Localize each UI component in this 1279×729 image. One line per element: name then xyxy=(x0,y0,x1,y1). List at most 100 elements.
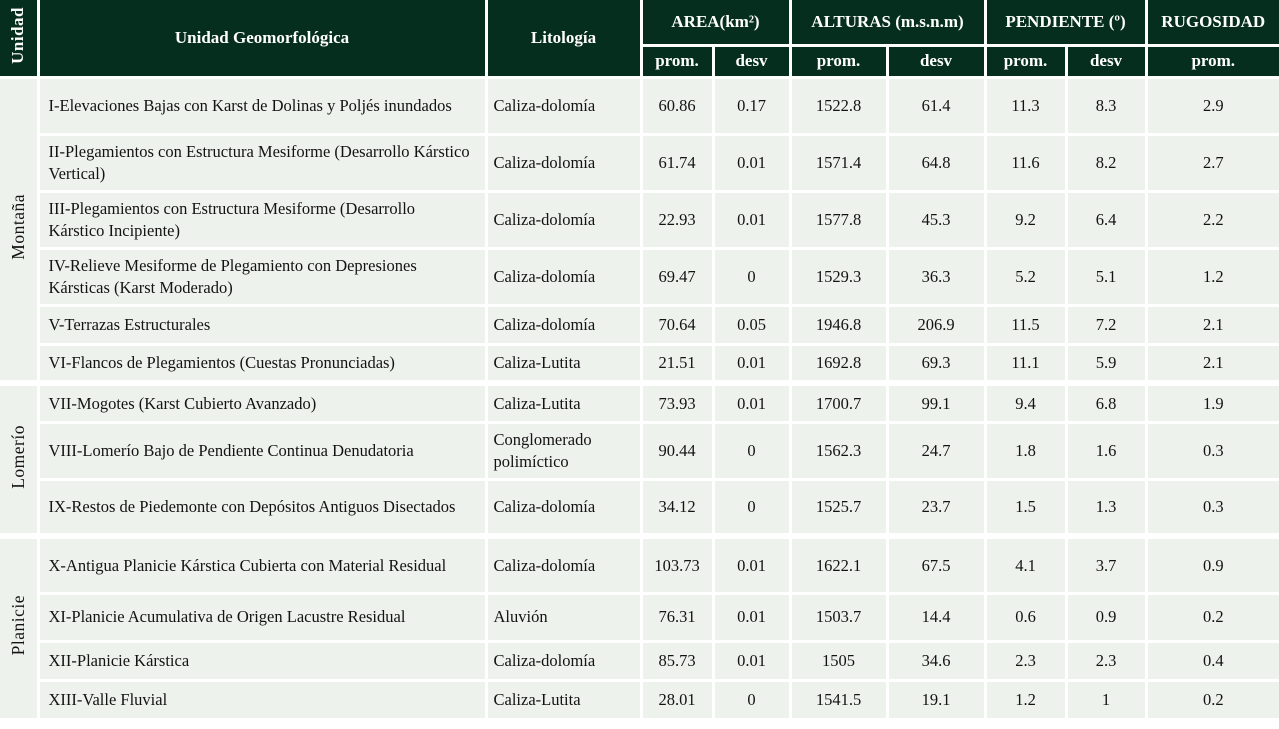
cell-pendiente-prom: 2.3 xyxy=(983,639,1068,682)
cell-area-prom: 70.64 xyxy=(639,303,715,346)
group-label-lomerio-text: Lomerío xyxy=(7,424,28,489)
cell-pendiente-prom: 9.4 xyxy=(983,380,1068,424)
cell-unidad: X-Antigua Planicie Kárstica Cubierta con… xyxy=(36,533,488,595)
cell-area-desv: 0 xyxy=(711,678,792,721)
column-header-unidad-geomorfologica: Unidad Geomorfológica xyxy=(36,0,488,79)
cell-pendiente-desv: 3.7 xyxy=(1064,533,1148,595)
subheader-pendiente-desv: desv xyxy=(1064,43,1148,79)
cell-alturas-prom: 1571.4 xyxy=(788,132,889,193)
cell-area-prom: 61.74 xyxy=(639,132,715,193)
cell-pendiente-prom: 0.6 xyxy=(983,591,1068,643)
cell-rugosidad-prom: 0.2 xyxy=(1144,678,1279,721)
cell-unidad: II-Plegamientos con Estructura Mesiforme… xyxy=(36,132,488,193)
cell-rugosidad-prom: 2.1 xyxy=(1144,342,1279,385)
group-label-planicie: Planicie xyxy=(0,533,40,721)
cell-unidad: XII-Planicie Kárstica xyxy=(36,639,488,682)
cell-area-desv: 0.01 xyxy=(711,380,792,424)
subheader-area-prom: prom. xyxy=(639,43,715,79)
cell-alturas-desv: 69.3 xyxy=(885,342,987,385)
cell-alturas-prom: 1503.7 xyxy=(788,591,889,643)
table-row: IX-Restos de Piedemonte con Depósitos An… xyxy=(0,477,1279,538)
cell-pendiente-desv: 7.2 xyxy=(1064,303,1148,346)
cell-alturas-desv: 34.6 xyxy=(885,639,987,682)
cell-alturas-prom: 1946.8 xyxy=(788,303,889,346)
group-label-planicie-text: Planicie xyxy=(7,595,28,656)
column-header-unidad: Unidad xyxy=(0,0,40,79)
cell-litologia: Caliza-Lutita xyxy=(484,678,643,721)
cell-rugosidad-prom: 0.3 xyxy=(1144,420,1279,481)
cell-rugosidad-prom: 0.2 xyxy=(1144,591,1279,643)
cell-area-desv: 0.01 xyxy=(711,132,792,193)
cell-pendiente-desv: 1 xyxy=(1064,678,1148,721)
cell-pendiente-desv: 6.8 xyxy=(1064,380,1148,424)
cell-rugosidad-prom: 0.9 xyxy=(1144,533,1279,595)
cell-area-prom: 34.12 xyxy=(639,477,715,538)
cell-area-desv: 0.01 xyxy=(711,533,792,595)
cell-unidad: XI-Planicie Acumulativa de Origen Lacust… xyxy=(36,591,488,643)
cell-rugosidad-prom: 0.3 xyxy=(1144,477,1279,538)
table-row: XII-Planicie Kárstica Caliza-dolomía 85.… xyxy=(0,639,1279,682)
cell-pendiente-prom: 1.2 xyxy=(983,678,1068,721)
cell-pendiente-desv: 2.3 xyxy=(1064,639,1148,682)
table-row: II-Plegamientos con Estructura Mesiforme… xyxy=(0,132,1279,193)
subheader-alturas-desv: desv xyxy=(885,43,987,79)
table-row: Montaña I-Elevaciones Bajas con Karst de… xyxy=(0,75,1279,385)
cell-pendiente-desv: 5.9 xyxy=(1064,342,1148,385)
subheader-alturas-prom: prom. xyxy=(788,43,889,79)
cell-litologia: Caliza-dolomía xyxy=(484,75,643,136)
cell-pendiente-desv: 8.2 xyxy=(1064,132,1148,193)
cell-area-prom: 85.73 xyxy=(639,639,715,682)
column-header-alturas: ALTURAS (m.s.n.m) xyxy=(788,0,987,47)
cell-unidad: IX-Restos de Piedemonte con Depósitos An… xyxy=(36,477,488,538)
cell-pendiente-prom: 11.5 xyxy=(983,303,1068,346)
subheader-pendiente-prom: prom. xyxy=(983,43,1068,79)
cell-unidad: VII-Mogotes (Karst Cubierto Avanzado) xyxy=(36,380,488,424)
cell-pendiente-prom: 5.2 xyxy=(983,246,1068,307)
column-header-area: AREA(km²) xyxy=(639,0,792,47)
cell-pendiente-prom: 9.2 xyxy=(983,189,1068,250)
cell-area-prom: 76.31 xyxy=(639,591,715,643)
table-row: VI-Flancos de Plegamientos (Cuestas Pron… xyxy=(0,342,1279,385)
subheader-area-desv: desv xyxy=(711,43,792,79)
cell-area-prom: 103.73 xyxy=(639,533,715,595)
cell-area-prom: 73.93 xyxy=(639,380,715,424)
cell-area-desv: 0.05 xyxy=(711,303,792,346)
cell-litologia: Caliza-dolomía xyxy=(484,533,643,595)
cell-litologia: Aluvión xyxy=(484,591,643,643)
cell-area-desv: 0.01 xyxy=(711,591,792,643)
cell-area-desv: 0.01 xyxy=(711,189,792,250)
cell-area-prom: 60.86 xyxy=(639,75,715,136)
cell-alturas-desv: 61.4 xyxy=(885,75,987,136)
table-row: Planicie X-Antigua Planicie Kárstica Cub… xyxy=(0,533,1279,721)
cell-area-desv: 0 xyxy=(711,246,792,307)
cell-area-desv: 0.01 xyxy=(711,639,792,682)
cell-rugosidad-prom: 2.2 xyxy=(1144,189,1279,250)
cell-rugosidad-prom: 1.2 xyxy=(1144,246,1279,307)
cell-pendiente-prom: 11.1 xyxy=(983,342,1068,385)
cell-pendiente-desv: 8.3 xyxy=(1064,75,1148,136)
cell-alturas-desv: 99.1 xyxy=(885,380,987,424)
cell-alturas-prom: 1541.5 xyxy=(788,678,889,721)
group-label-montana-text: Montaña xyxy=(7,193,28,260)
cell-alturas-desv: 19.1 xyxy=(885,678,987,721)
cell-alturas-prom: 1622.1 xyxy=(788,533,889,595)
cell-area-prom: 90.44 xyxy=(639,420,715,481)
cell-litologia: Caliza-dolomía xyxy=(484,639,643,682)
cell-alturas-prom: 1522.8 xyxy=(788,75,889,136)
cell-litologia: Caliza-dolomía xyxy=(484,189,643,250)
cell-area-prom: 69.47 xyxy=(639,246,715,307)
cell-pendiente-desv: 6.4 xyxy=(1064,189,1148,250)
cell-unidad: IV-Relieve Mesiforme de Plegamiento con … xyxy=(36,246,488,307)
cell-alturas-desv: 14.4 xyxy=(885,591,987,643)
cell-area-desv: 0.17 xyxy=(711,75,792,136)
cell-area-desv: 0 xyxy=(711,420,792,481)
cell-alturas-desv: 206.9 xyxy=(885,303,987,346)
group-label-lomerio: Lomerío xyxy=(0,380,40,538)
table-row: III-Plegamientos con Estructura Mesiform… xyxy=(0,189,1279,250)
cell-pendiente-desv: 1.3 xyxy=(1064,477,1148,538)
table-row: IV-Relieve Mesiforme de Plegamiento con … xyxy=(0,246,1279,307)
cell-area-desv: 0 xyxy=(711,477,792,538)
table-row: VIII-Lomerío Bajo de Pendiente Continua … xyxy=(0,420,1279,481)
cell-alturas-prom: 1692.8 xyxy=(788,342,889,385)
